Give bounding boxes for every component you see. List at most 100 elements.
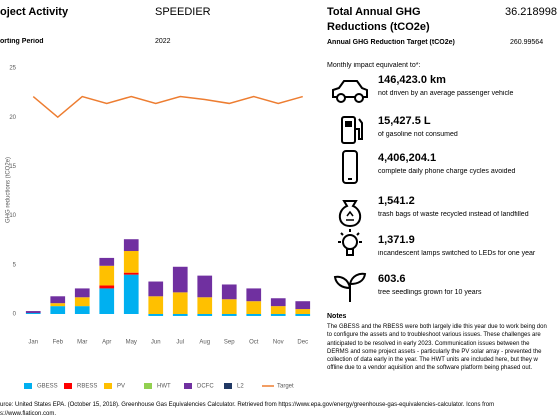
y-tick-label: 25 (9, 66, 16, 72)
x-tick-label: Jun (151, 340, 161, 346)
equivalent-value: 1,371.9 (378, 234, 415, 246)
phone-icon (342, 150, 358, 184)
bar (99, 265, 115, 286)
bar (197, 297, 213, 314)
equivalent-text: not driven by an average passenger vehic… (378, 90, 514, 97)
bar (148, 281, 164, 297)
legend-swatch (24, 383, 32, 389)
bar (172, 314, 188, 316)
bar (270, 306, 286, 314)
equivalent-value: 146,423.0 km (378, 74, 446, 86)
trash-bag-icon (338, 200, 362, 228)
y-tick-label: 15 (9, 164, 16, 170)
x-tick-label: Apr (102, 340, 111, 346)
legend-label: Target (277, 384, 294, 390)
legend-swatch (224, 383, 232, 389)
equivalent-value: 4,406,204.1 (378, 152, 437, 164)
activity-value: SPEEDIER (155, 6, 211, 18)
bar (148, 314, 164, 316)
period-value: 2022 (155, 38, 171, 45)
notes-line: DERMS and some project assets - particul… (327, 348, 542, 355)
y-axis-title: GHG reductions (tCO2e) (6, 157, 12, 223)
legend-label: L2 (237, 384, 244, 390)
bar (197, 275, 213, 298)
x-tick-label: Jan (28, 340, 38, 346)
legend-swatch (64, 383, 72, 389)
bar (246, 314, 262, 316)
bar (148, 296, 164, 314)
source-line: urce: United States EPA. (October 15, 20… (0, 402, 495, 408)
bar (172, 266, 188, 293)
x-tick-label: Jul (176, 340, 184, 346)
activity-label: oject Activity (0, 6, 69, 18)
car-icon (332, 80, 368, 103)
notes-title: Notes (327, 313, 347, 320)
equivalents-title: Monthly impact equivalent to*: (327, 62, 421, 69)
equivalent-text: trash bags of waste recycled instead of … (378, 211, 529, 218)
bar (270, 298, 286, 307)
bar (50, 296, 66, 304)
y-tick-label: 0 (13, 312, 17, 318)
legend-label: HWT (157, 384, 171, 390)
bar (74, 297, 90, 307)
bar (123, 251, 139, 273)
notes-body: The GBESS and the RBESS were both largel… (327, 323, 560, 373)
legend-swatch (184, 383, 192, 389)
y-tick-label: 10 (9, 213, 16, 219)
bulb-icon (338, 229, 362, 256)
equivalent-value: 603.6 (378, 273, 406, 285)
equivalent-value: 1,541.2 (378, 195, 415, 207)
x-tick-label: Feb (53, 340, 64, 346)
bar (123, 239, 139, 252)
equivalent-value: 15,427.5 L (378, 115, 431, 127)
target-label: Annual GHG Reduction Target (tCO2e) (327, 39, 455, 46)
legend-label: DCFC (197, 384, 214, 390)
equivalent-text: incandescent lamps switched to LEDs for … (378, 250, 536, 257)
bar (221, 284, 237, 300)
bar (295, 301, 311, 310)
x-tick-label: Aug (199, 340, 210, 346)
bar (270, 314, 286, 316)
equivalent-text: complete daily phone charge cycles avoid… (378, 168, 516, 175)
x-tick-label: Oct (249, 340, 259, 346)
bar (50, 306, 66, 314)
notes-line: The GBESS and the RBESS were both largel… (327, 324, 547, 330)
notes-line: collection of data early in the year. Th… (327, 357, 538, 364)
target-value: 260.99564 (510, 39, 544, 46)
bar (25, 313, 41, 314)
x-tick-label: Nov (273, 340, 284, 346)
legend-label: PV (117, 384, 125, 390)
bar (221, 314, 237, 316)
y-tick-label: 5 (13, 262, 17, 268)
source-line: s://www.flaticon.com. (0, 410, 57, 417)
period-label: orting Period (0, 38, 44, 45)
bar (295, 309, 311, 314)
legend-swatch (104, 383, 112, 389)
chart: GHG reductions (tCO2e) 0 5 10 15 20 25 Jan Feb M… (6, 66, 311, 390)
notes-line: offline due to a vendor aquisition and t… (327, 365, 533, 372)
bar (123, 274, 139, 314)
x-tick-label: Sep (224, 340, 235, 346)
source: urce: United States EPA. (October 15, 20… (0, 401, 560, 418)
bar (25, 311, 41, 314)
bar (99, 288, 115, 314)
bar (221, 299, 237, 314)
x-tick-label: Dec (297, 340, 308, 346)
target-line (32, 95, 303, 119)
bar (99, 257, 115, 266)
notes-line: to configure the assets and to troublesh… (327, 332, 541, 339)
x-tick-label: May (126, 340, 137, 346)
x-tick-label: Mar (77, 340, 87, 346)
fuel-icon (341, 116, 363, 144)
total-value: 36.218998 (505, 6, 557, 18)
bar (172, 292, 188, 314)
notes-line: anticipated to be resolved in early 2023… (327, 340, 530, 347)
legend-swatch (144, 383, 152, 389)
equivalent-text: of gasoline not consumed (378, 131, 458, 138)
y-tick-label: 20 (9, 115, 16, 121)
bar (246, 288, 262, 302)
bar (50, 303, 66, 307)
bar (246, 301, 262, 314)
bar (123, 272, 139, 275)
